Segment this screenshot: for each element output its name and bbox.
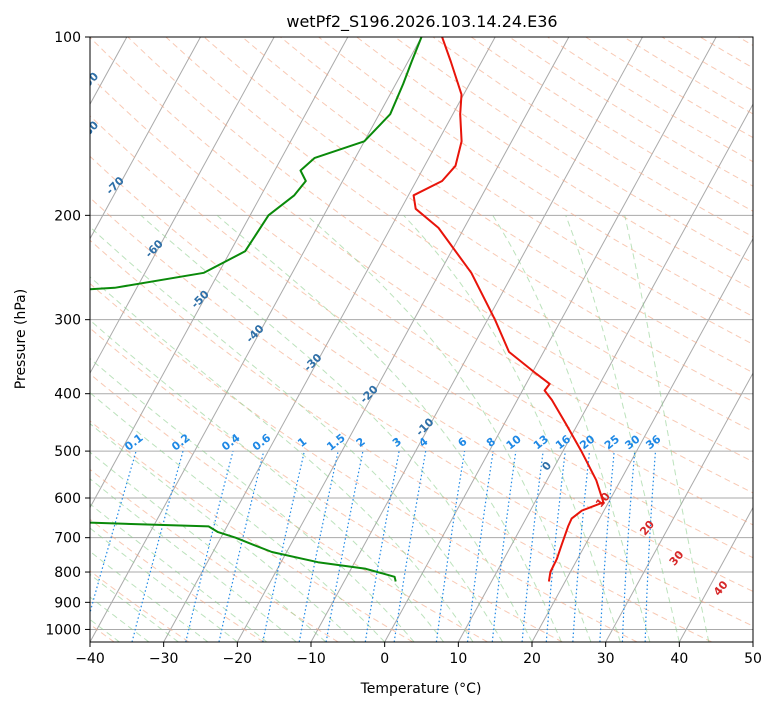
y-tick-label: 700: [54, 531, 81, 547]
moist-adiabat-line: [306, 214, 592, 642]
mixing-ratio-line: [572, 451, 591, 642]
y-tick-label: 1000: [45, 622, 81, 638]
dry-adiabat-line: [203, 37, 753, 403]
moist-adiabat-line: [90, 550, 209, 642]
y-tick-label: 100: [54, 30, 81, 46]
moist-adiabat-line: [492, 215, 651, 642]
dry-adiabat-line: [90, 518, 264, 642]
profiles: [90, 37, 605, 582]
y-tick-label: 500: [54, 444, 81, 460]
dry-adiabat-line: [90, 327, 563, 642]
x-axis-ticks: −40 −30 −20 −10 0 10 20 30 40 50: [75, 642, 762, 667]
mixing-ratio-line: [491, 451, 517, 642]
moist-adiabat-line: [90, 573, 179, 642]
mixing-ratio-line: [466, 451, 494, 642]
isotherm-line: [90, 37, 349, 509]
mixing-ratio-lines: [90, 450, 657, 642]
mixing-ratio-line: [131, 450, 184, 642]
isotherm-line: [90, 37, 201, 240]
mixing-ratio-line: [435, 451, 466, 642]
mixing-ratio-line: [218, 450, 265, 642]
dry-adiabat-line: [165, 37, 753, 432]
x-tick-label: 30: [597, 651, 615, 667]
dry-adiabat-line: [90, 570, 190, 642]
isotherm-line: [678, 506, 753, 642]
moist-adiabat-line: [90, 503, 268, 642]
y-tick-label: 200: [54, 208, 81, 224]
dry-adiabat-label: -90: [78, 70, 101, 93]
moist-adiabat-line: [140, 214, 533, 642]
isotherm-line: [236, 37, 570, 642]
moist-adiabat-line: [216, 214, 562, 642]
y-tick-label: 900: [54, 595, 81, 611]
moist-adiabat-line: [624, 215, 710, 642]
dry-adiabat-line: [90, 75, 753, 526]
dry-adiabat-line: [90, 115, 753, 559]
moist-adiabat-line: [90, 596, 150, 642]
chart-title: wetPf2_S196.2026.103.14.24.E36: [286, 12, 557, 32]
moist-adiabats: [90, 214, 710, 642]
x-tick-label: −30: [149, 651, 179, 667]
dry-adiabat-line: [90, 373, 488, 642]
y-tick-label: 300: [54, 313, 81, 329]
dry-adiabat-line: [90, 197, 753, 627]
y-tick-label: 400: [54, 387, 81, 403]
dry-adiabat-label: -80: [78, 118, 101, 141]
dry-adiabat-line: [318, 37, 753, 318]
isotherm-line: [605, 372, 753, 642]
x-tick-label: −10: [296, 651, 326, 667]
dry-adiabats: [90, 37, 753, 642]
dry-adiabat-line: [90, 155, 753, 592]
dry-adiabat-line: [90, 468, 339, 642]
y-tick-label: 600: [54, 491, 81, 507]
moist-adiabat-line: [90, 226, 503, 642]
isotherm-line: [531, 237, 753, 642]
moist-adiabat-line: [90, 319, 444, 642]
moist-adiabat-line: [90, 276, 474, 642]
isotherm-line: [384, 37, 717, 642]
dry-adiabat-line: [356, 37, 753, 290]
moist-adiabat-line: [90, 527, 238, 642]
moist-adiabat-line: [90, 392, 386, 642]
isotherm-line: [163, 37, 496, 642]
isotherm-line: [90, 37, 275, 375]
y-axis-ticks: 100 200 300 400 500 600 700 800 900 1000: [45, 30, 90, 638]
moist-adiabat-line: [90, 451, 327, 642]
dry-adiabat-line: [241, 37, 753, 374]
dewpoint-profile: [90, 37, 423, 582]
dry-adiabat-line: [90, 282, 638, 642]
moist-adiabat-line: [90, 478, 297, 642]
dry-adiabat-line: [90, 239, 712, 642]
mixing-ratio-line: [545, 451, 566, 642]
x-tick-label: 10: [449, 651, 467, 667]
mixing-ratio-line: [521, 451, 544, 642]
y-axis-title: Pressure (hPa): [13, 289, 29, 389]
x-tick-label: −40: [75, 651, 105, 667]
mixing-ratio-line: [90, 450, 137, 615]
y-tick-label: 800: [54, 565, 81, 581]
isobar-grid: [90, 36, 753, 630]
moist-adiabat-line: [90, 357, 415, 642]
mixing-ratio-line: [185, 450, 234, 642]
dry-adiabat-line: [90, 420, 414, 642]
x-tick-label: −20: [223, 651, 253, 667]
temperature-profile: [412, 37, 605, 582]
x-tick-label: 0: [380, 651, 389, 667]
x-axis-title: Temperature (°C): [360, 681, 482, 697]
plot-frame: [89, 36, 754, 643]
x-tick-label: 50: [744, 651, 762, 667]
x-tick-label: 20: [523, 651, 541, 667]
mixing-ratio-line: [262, 450, 305, 642]
x-tick-label: 40: [670, 651, 688, 667]
moist-adiabat-line: [90, 423, 356, 642]
moist-adiabat-line: [403, 214, 621, 642]
